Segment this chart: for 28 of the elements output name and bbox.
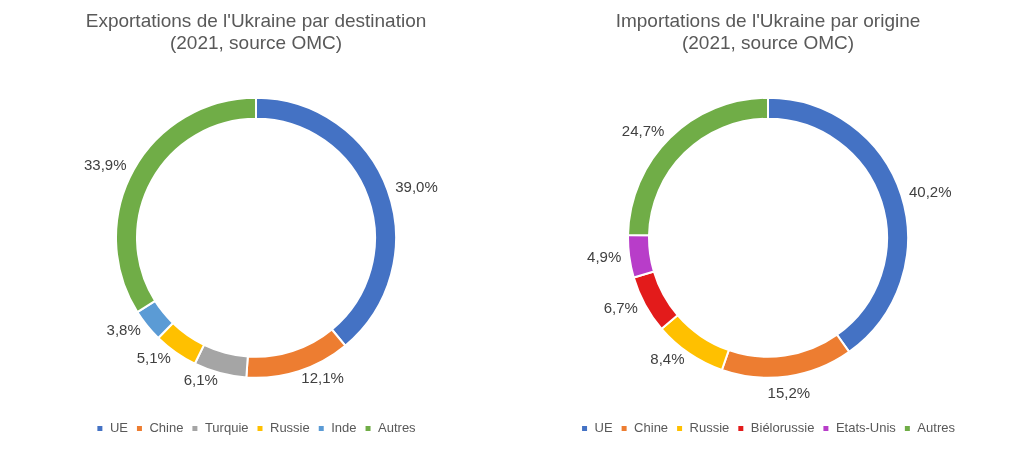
legend-label: Chine [634, 420, 669, 436]
legend-label: Russie [689, 420, 730, 436]
data-label: 39,0% [395, 177, 438, 195]
text: (2021, source OMC) [169, 32, 343, 54]
legend-label: Russie [270, 420, 310, 436]
text: Importations de l'Ukraine par origine [615, 9, 921, 31]
data-label: 4,9% [587, 247, 622, 265]
data-label: 40,2% [908, 182, 952, 200]
data-label: 33,9% [83, 156, 127, 174]
legend-label: Chine [149, 420, 184, 436]
data-label: 6,7% [603, 298, 638, 316]
legend-label: UE [109, 420, 129, 436]
legend-label: Autres [378, 420, 417, 436]
data-label: 15,2% [767, 384, 811, 402]
legend-label: UE [594, 420, 613, 436]
data-label: 5,1% [136, 349, 171, 367]
data-label: 3,8% [106, 320, 141, 338]
text: Exportations de l'Ukraine par destination [85, 9, 427, 31]
legend-label: Biélorussie [750, 420, 815, 436]
data-label: 12,1% [301, 368, 344, 386]
legend-label: Autres [917, 420, 956, 436]
legend-label: Inde [331, 420, 357, 436]
data-label: 8,4% [650, 350, 685, 368]
data-label: 6,1% [183, 370, 218, 388]
data-label: 24,7% [621, 122, 665, 140]
legend-label: Etats-Unis [835, 420, 897, 436]
legend-label: Turquie [204, 420, 249, 436]
text: (2021, source OMC) [681, 32, 855, 54]
